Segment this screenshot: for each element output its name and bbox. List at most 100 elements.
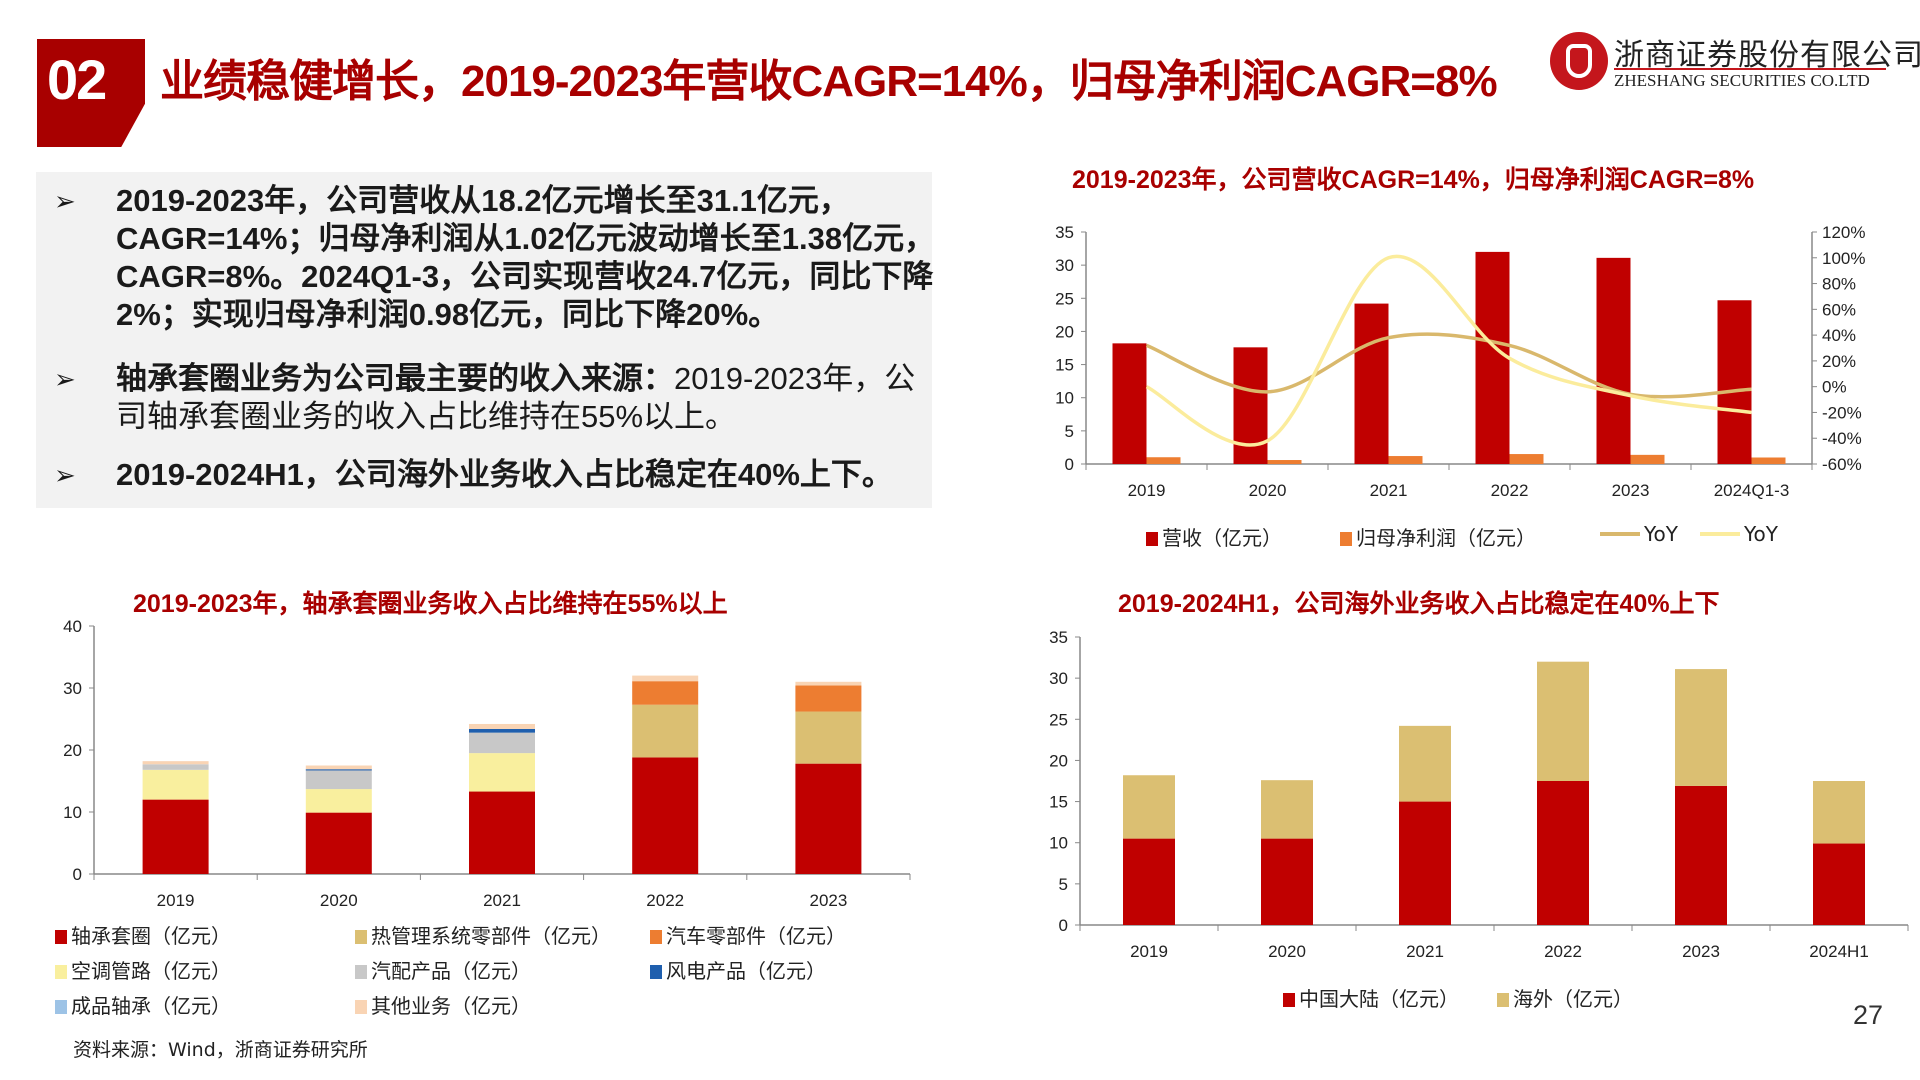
x-tick-label: 2019 xyxy=(1128,481,1166,500)
section-badge: 02 xyxy=(37,39,145,147)
y-tick-label: 5 xyxy=(1065,422,1074,441)
legend-label: 汽车零部件（亿元） xyxy=(666,924,846,948)
legend-label: 营收（亿元） xyxy=(1162,526,1282,550)
y-tick-label: 20 xyxy=(1055,322,1074,341)
legend-item: 汽配产品（亿元） xyxy=(355,955,531,984)
x-tick-label: 2019 xyxy=(157,891,195,910)
stacked-bar-segment xyxy=(305,812,372,874)
bullet-arrow-icon: ➢ xyxy=(54,364,76,394)
net-profit-bar xyxy=(1509,454,1544,464)
legend-swatch xyxy=(1146,532,1158,546)
net-profit-bar xyxy=(1388,456,1423,464)
stacked-bar-segment xyxy=(1537,781,1589,925)
legend-swatch xyxy=(355,1000,367,1014)
legend-item: 热管理系统零部件（亿元） xyxy=(355,920,611,949)
stacked-bar-segment xyxy=(469,728,535,733)
legend-item: 中国大陆（亿元） xyxy=(1283,983,1459,1012)
stacked-bar-segment xyxy=(1261,838,1313,925)
chart1-title: 2019-2023年，公司营收CAGR=14%，归母净利润CAGR=8% xyxy=(1072,166,1755,194)
bullet-arrow-icon: ➢ xyxy=(54,186,76,216)
stacked-bar-segment xyxy=(142,761,209,765)
x-tick-label: 2021 xyxy=(483,891,521,910)
x-tick-label: 2024H1 xyxy=(1809,942,1869,961)
logo-divider xyxy=(1614,68,1886,70)
y-tick-label: 35 xyxy=(1049,628,1068,647)
legend-swatch xyxy=(55,930,67,944)
x-tick-label: 2020 xyxy=(320,891,358,910)
stacked-bar-segment xyxy=(142,799,209,874)
y2-tick-label: 100% xyxy=(1822,249,1865,268)
x-tick-label: 2022 xyxy=(646,891,684,910)
x-tick-label: 2023 xyxy=(809,891,847,910)
revenue-bar xyxy=(1596,257,1631,464)
stacked-bar-segment xyxy=(305,765,372,770)
bullet-arrow-icon: ➢ xyxy=(54,460,76,490)
legend-label: 风电产品（亿元） xyxy=(666,959,826,983)
stacked-bar-segment xyxy=(795,681,862,686)
y2-tick-label: -60% xyxy=(1822,455,1862,474)
y2-tick-label: 20% xyxy=(1822,352,1856,371)
y-tick-label: 40 xyxy=(63,617,82,636)
y-tick-label: 15 xyxy=(1055,356,1074,375)
y-tick-label: 35 xyxy=(1055,223,1074,242)
legend-item: 汽车零部件（亿元） xyxy=(650,920,846,949)
stacked-bar-segment xyxy=(469,732,535,754)
stacked-bar-segment xyxy=(305,769,372,771)
x-tick-label: 2021 xyxy=(1370,481,1408,500)
y-tick-label: 30 xyxy=(63,679,82,698)
logo-cn-name: 浙商证券股份有限公司 xyxy=(1614,38,1920,73)
legend-swatch xyxy=(650,930,662,944)
y-tick-label: 30 xyxy=(1049,669,1068,688)
legend-swatch xyxy=(1700,532,1740,536)
x-tick-label: 2021 xyxy=(1406,942,1444,961)
legend-label: 成品轴承（亿元） xyxy=(71,994,231,1018)
stacked-bar-segment xyxy=(1261,780,1313,839)
y-tick-label: 25 xyxy=(1049,710,1068,729)
legend-swatch xyxy=(55,965,67,979)
legend-swatch xyxy=(650,965,662,979)
x-tick-label: 2024Q1-3 xyxy=(1714,481,1790,500)
y-tick-label: 25 xyxy=(1055,289,1074,308)
legend-item: 其他业务（亿元） xyxy=(355,990,531,1019)
stacked-bar-segment xyxy=(305,789,372,813)
legend-item: YoY xyxy=(1600,522,1678,546)
yoy-line xyxy=(1145,332,1752,399)
y2-tick-label: 60% xyxy=(1822,300,1856,319)
net-profit-bar xyxy=(1751,457,1786,464)
stacked-bar-segment xyxy=(1123,838,1175,925)
stacked-bar-segment xyxy=(795,763,862,874)
chart3-title: 2019-2024H1，公司海外业务收入占比稳定在40%上下 xyxy=(1118,590,1720,618)
legend-item: 成品轴承（亿元） xyxy=(55,990,231,1019)
section-number: 02 xyxy=(47,48,107,111)
x-tick-label: 2022 xyxy=(1491,481,1529,500)
legend-swatch xyxy=(1600,532,1640,536)
stacked-bar-segment xyxy=(795,685,862,712)
legend-swatch xyxy=(355,930,367,944)
stacked-bar-segment xyxy=(142,764,209,770)
legend-label: 热管理系统零部件（亿元） xyxy=(371,924,611,948)
stacked-bar-segment xyxy=(1813,781,1865,844)
x-tick-label: 2023 xyxy=(1612,481,1650,500)
chart2-title: 2019-2023年，轴承套圈业务收入占比维持在55%以上 xyxy=(133,590,728,618)
y2-tick-label: 80% xyxy=(1822,275,1856,294)
legend-swatch xyxy=(1283,993,1295,1007)
revenue-bar xyxy=(1475,251,1510,464)
x-tick-label: 2022 xyxy=(1544,942,1582,961)
y-tick-label: 10 xyxy=(63,803,82,822)
net-profit-bar xyxy=(1146,457,1181,464)
x-tick-label: 2019 xyxy=(1130,942,1168,961)
stacked-bar-segment xyxy=(469,753,535,792)
legend-item: 归母净利润（亿元） xyxy=(1340,522,1536,551)
y-tick-label: 5 xyxy=(1059,875,1068,894)
legend-item: YoY xyxy=(1700,522,1778,546)
stacked-bar-segment xyxy=(1399,725,1451,802)
stacked-bar-segment xyxy=(1399,801,1451,925)
page-title: 业绩稳健增长，2019-2023年营收CAGR=14%，归母净利润CAGR=8% xyxy=(160,57,1498,106)
legend-swatch xyxy=(55,1000,67,1014)
y-tick-label: 0 xyxy=(1065,455,1074,474)
stacked-bar-segment xyxy=(142,769,209,800)
y-tick-label: 20 xyxy=(63,741,82,760)
stacked-bar-segment xyxy=(469,723,535,729)
x-tick-label: 2020 xyxy=(1268,942,1306,961)
bullet-bold: 2019-2023年，公司营收从18.2亿元增长至31.1亿元，CAGR=14%… xyxy=(116,183,936,332)
